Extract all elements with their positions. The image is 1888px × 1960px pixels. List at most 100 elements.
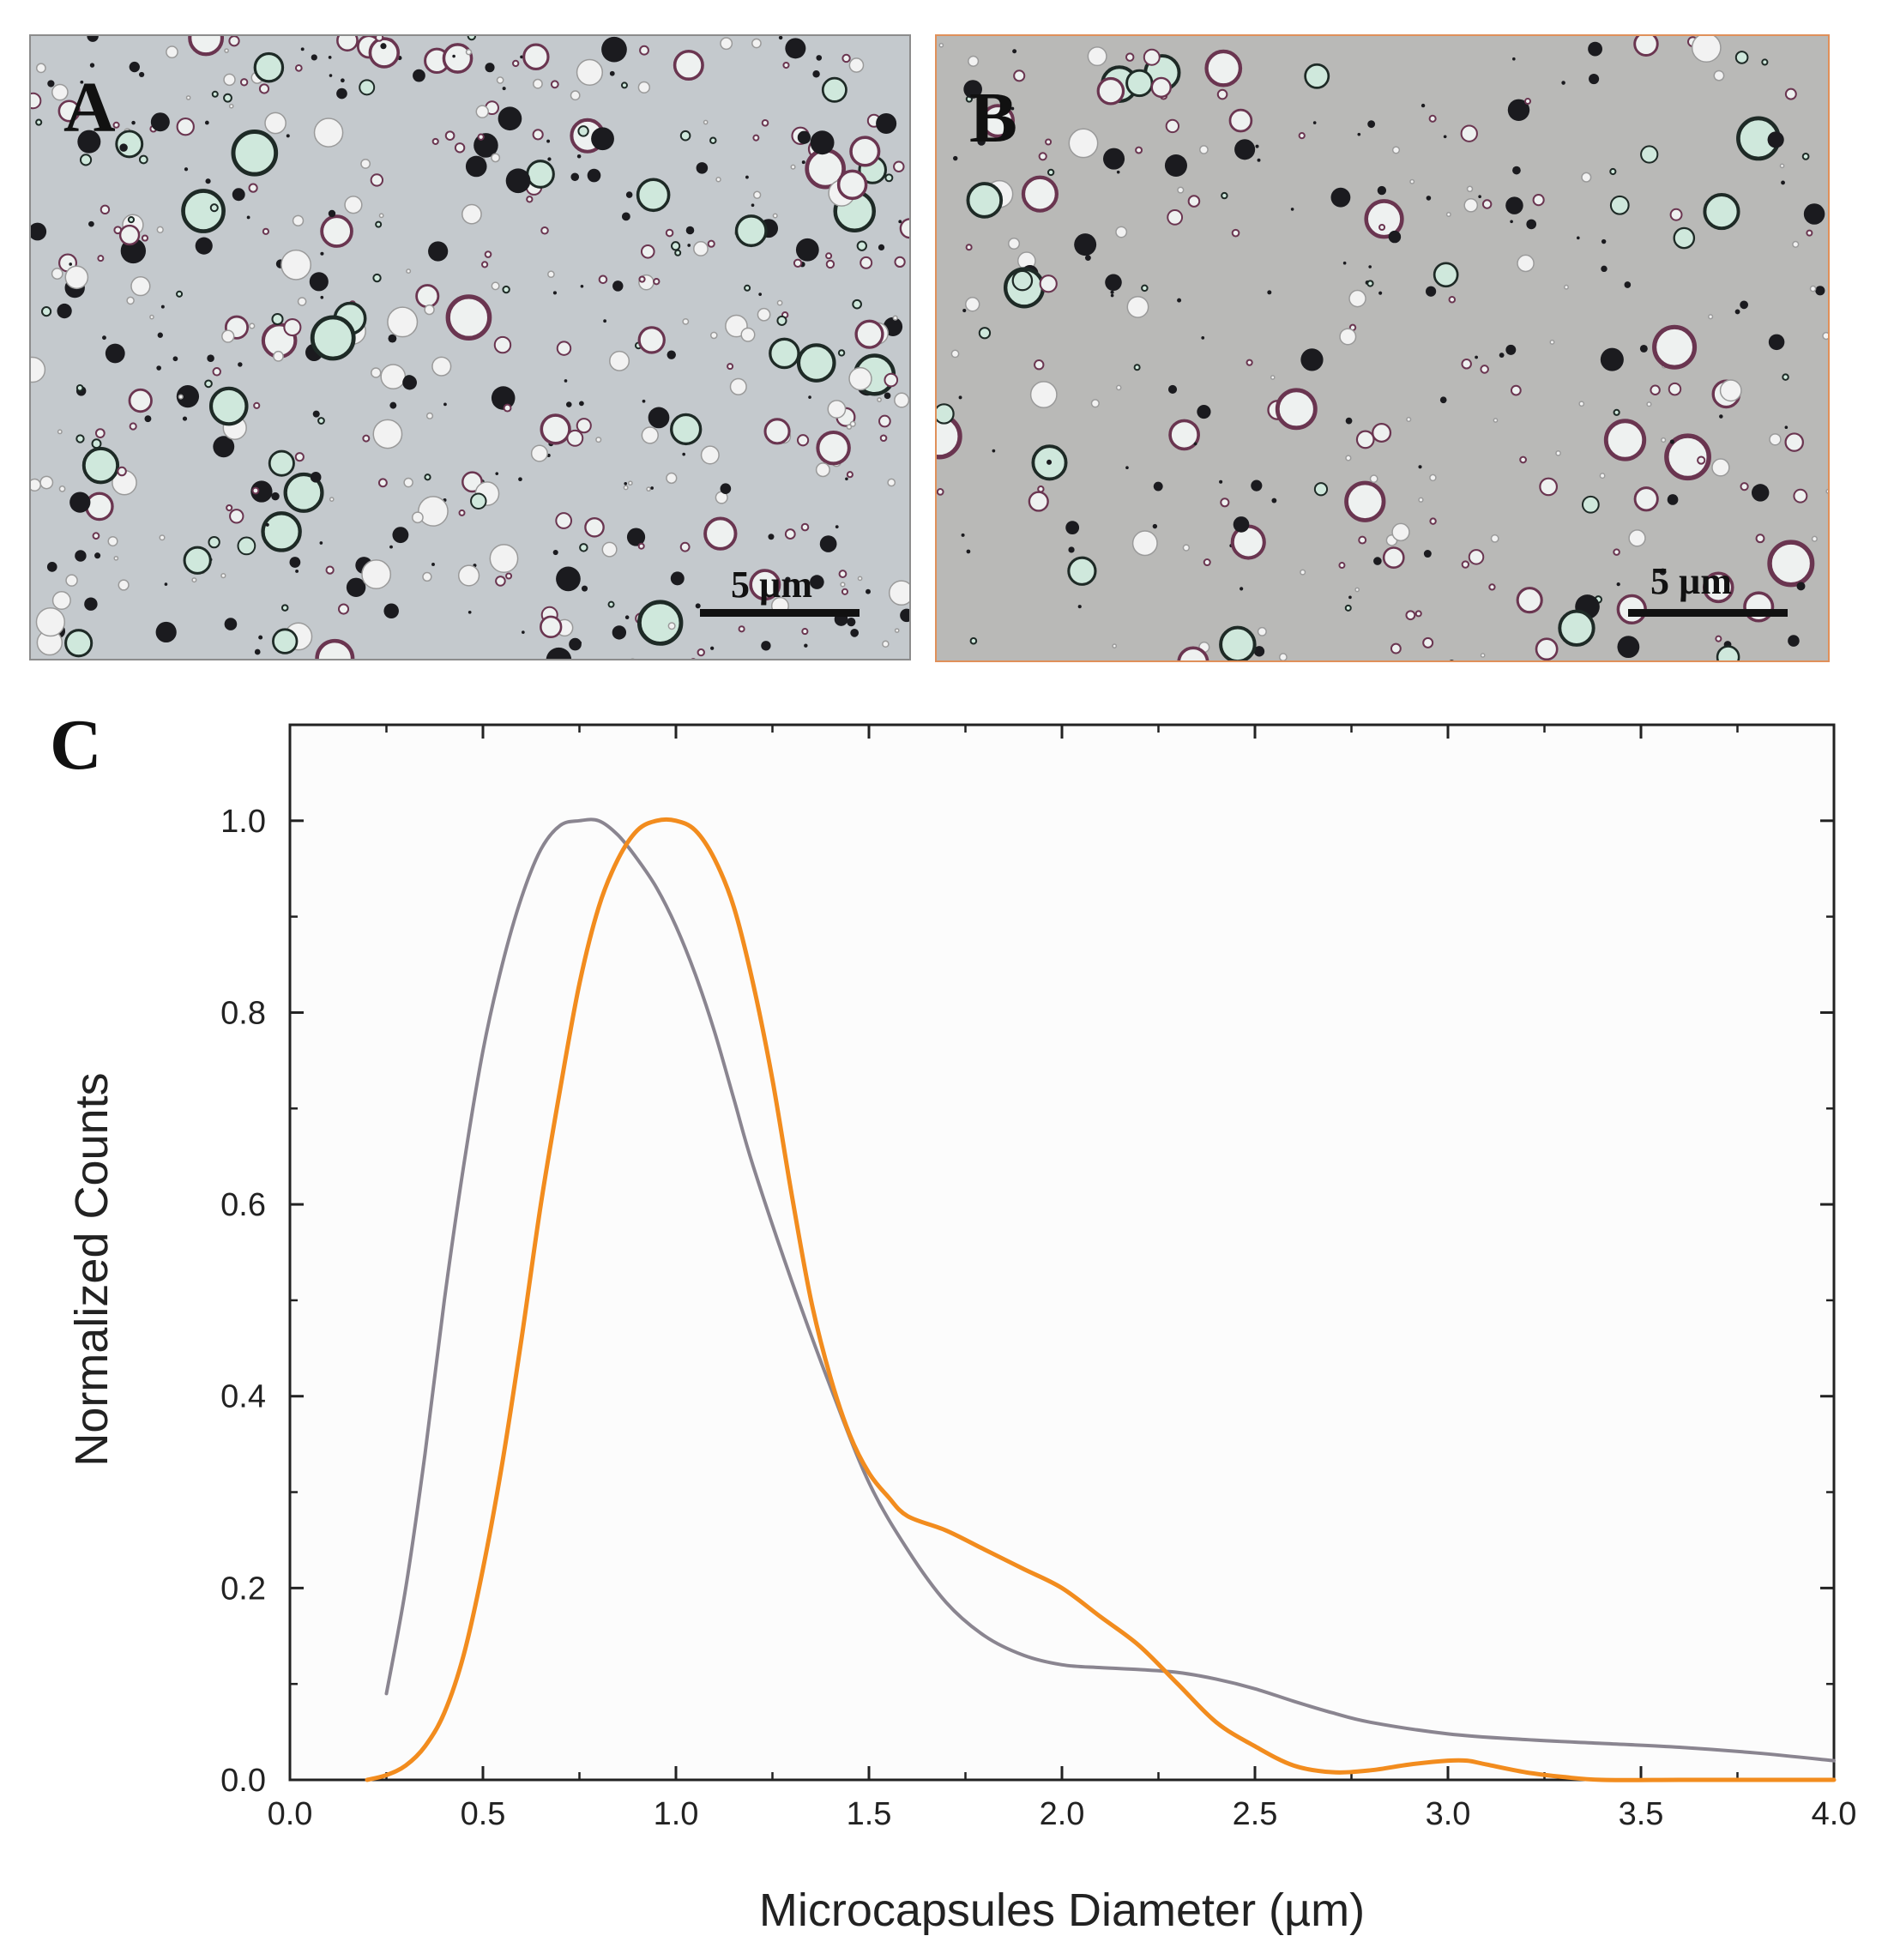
particle [484,250,492,258]
particle [980,104,1015,138]
particle [703,119,709,125]
particle [540,413,571,445]
particle [532,129,544,141]
particle [579,401,584,407]
particle [603,319,607,323]
particle [1421,103,1426,108]
particle [309,272,329,292]
particle [1719,414,1723,419]
particle [1096,76,1125,106]
particle [810,130,835,155]
x-tick-label: 4.0 [1812,1796,1857,1832]
particle [320,295,324,299]
particle [841,53,851,63]
particle [389,545,393,549]
particle [1588,41,1602,57]
particle [1077,605,1082,609]
particle [300,47,305,51]
particle [159,534,166,541]
particle [94,428,106,438]
particle [637,326,666,354]
particle [418,496,449,527]
particle [328,56,332,59]
particle [47,80,55,87]
y-tick-label: 0.2 [220,1571,266,1607]
particle [283,317,302,337]
particle [1796,582,1806,591]
particle [846,471,854,479]
particle [761,641,771,651]
particle [570,172,580,182]
particle [526,196,534,203]
particle [31,92,42,110]
particle [166,45,178,59]
particle [1164,154,1187,178]
particle [69,262,73,266]
particle [1177,298,1182,303]
particle [57,303,72,319]
particle [1270,375,1276,380]
particle [682,452,685,456]
particle [31,222,47,241]
particle [467,610,472,614]
particle [388,334,397,343]
particle [254,648,261,655]
particle [598,274,608,285]
particle [313,118,344,148]
particle [253,51,285,83]
particle [1609,195,1630,215]
particle [89,63,95,68]
particle [570,90,581,101]
particle [160,305,165,309]
particle [1669,208,1683,221]
particle [1204,49,1243,87]
particle [182,416,188,421]
particle [51,591,71,611]
particle [57,429,63,435]
particle [612,625,627,640]
particle [372,273,382,283]
particle [1617,636,1640,659]
particle [1463,198,1479,213]
particle [253,401,261,409]
particle [1702,571,1734,604]
x-tick-label: 2.5 [1233,1796,1278,1832]
particle [127,216,136,224]
particle [900,608,909,623]
particle [761,118,769,127]
particle [715,177,721,183]
particle [547,157,552,161]
particle [621,212,630,221]
particle [156,226,164,233]
particle [1105,274,1122,292]
particle [213,436,235,458]
particle [1740,482,1749,492]
particle [35,63,46,74]
particle [578,641,582,645]
particle [346,577,366,598]
particle [569,637,582,651]
particle [1251,479,1263,492]
particle [1716,645,1740,660]
particle [601,541,618,558]
particle [827,400,847,419]
particle [1228,108,1253,133]
particle [856,240,867,251]
particle [1639,344,1648,353]
particle [211,90,219,98]
particle [1751,484,1770,502]
particle [1793,488,1808,504]
particle [1038,152,1047,161]
particle [1312,121,1317,124]
particle [1422,636,1434,648]
particle [360,158,371,169]
particle [887,478,896,487]
particle [738,625,745,633]
particle [691,658,696,659]
particle [1577,236,1580,240]
particle [1177,646,1209,660]
particle [763,418,791,445]
particle [485,63,495,73]
particle [1045,138,1053,146]
particle [969,636,978,645]
